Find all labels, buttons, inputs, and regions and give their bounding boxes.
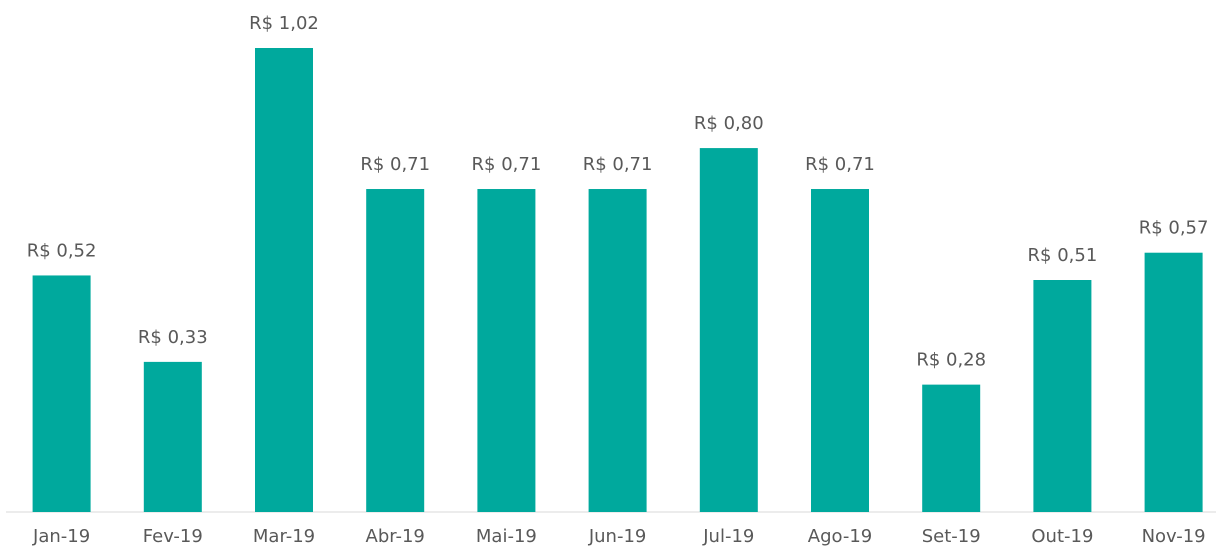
value-label: R$ 0,28 — [916, 350, 986, 371]
bar — [366, 189, 425, 513]
value-label: R$ 0,80 — [694, 113, 764, 134]
bar — [1033, 280, 1092, 512]
x-tick-label: Mar-19 — [253, 526, 315, 547]
x-tick-label: Out-19 — [1031, 526, 1093, 547]
bar — [699, 148, 758, 512]
value-label: R$ 0,52 — [27, 240, 97, 261]
x-tick-label: Jul-19 — [702, 526, 754, 547]
bar — [922, 384, 981, 512]
bar — [143, 361, 202, 512]
bar — [588, 189, 647, 513]
x-tick-label: Set-19 — [922, 526, 981, 547]
value-label: R$ 0,33 — [138, 327, 208, 348]
value-label: R$ 0,51 — [1028, 245, 1098, 266]
bar — [1144, 252, 1203, 513]
x-tick-label: Nov-19 — [1142, 526, 1206, 547]
value-label: R$ 0,57 — [1139, 218, 1209, 239]
bar — [32, 275, 91, 512]
bar — [477, 189, 536, 513]
value-label: R$ 0,71 — [583, 154, 653, 175]
x-tick-label: Mai-19 — [476, 526, 537, 547]
value-label: R$ 0,71 — [805, 154, 875, 175]
bar — [255, 48, 313, 512]
value-label: R$ 1,02 — [249, 13, 319, 34]
value-label: R$ 0,71 — [360, 154, 430, 175]
bar — [811, 189, 869, 513]
x-tick-label: Jun-19 — [588, 526, 647, 547]
x-tick-label: Abr-19 — [366, 526, 425, 547]
value-label: R$ 0,71 — [472, 154, 542, 175]
x-tick-label: Fev-19 — [143, 526, 203, 547]
x-tick-label: Ago-19 — [808, 526, 873, 547]
x-tick-label: Jan-19 — [32, 526, 90, 547]
